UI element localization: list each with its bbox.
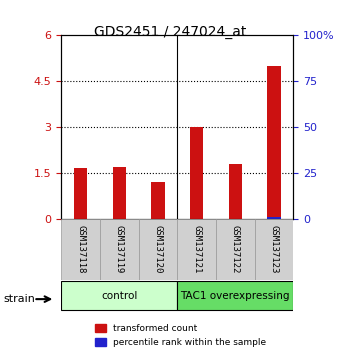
FancyBboxPatch shape bbox=[177, 281, 293, 310]
Bar bbox=[113, 167, 126, 219]
Text: GSM137122: GSM137122 bbox=[231, 225, 240, 274]
Text: strain: strain bbox=[3, 294, 35, 304]
Text: GSM137118: GSM137118 bbox=[76, 225, 85, 274]
Bar bbox=[267, 66, 281, 219]
Text: GSM137119: GSM137119 bbox=[115, 225, 124, 274]
Text: GSM137120: GSM137120 bbox=[153, 225, 163, 274]
FancyBboxPatch shape bbox=[216, 219, 255, 280]
FancyBboxPatch shape bbox=[61, 219, 100, 280]
FancyBboxPatch shape bbox=[255, 219, 293, 280]
Bar bbox=[190, 127, 204, 219]
Legend: transformed count, percentile rank within the sample: transformed count, percentile rank withi… bbox=[92, 321, 269, 349]
Bar bbox=[267, 217, 281, 219]
Text: control: control bbox=[101, 291, 137, 301]
Text: TAC1 overexpressing: TAC1 overexpressing bbox=[180, 291, 290, 301]
FancyBboxPatch shape bbox=[100, 219, 139, 280]
Text: GSM137123: GSM137123 bbox=[269, 225, 279, 274]
FancyBboxPatch shape bbox=[177, 219, 216, 280]
FancyBboxPatch shape bbox=[61, 281, 177, 310]
Text: GDS2451 / 247024_at: GDS2451 / 247024_at bbox=[94, 25, 247, 39]
FancyBboxPatch shape bbox=[139, 219, 177, 280]
Bar bbox=[74, 168, 87, 219]
Bar bbox=[228, 164, 242, 219]
Bar bbox=[151, 182, 165, 219]
Text: GSM137121: GSM137121 bbox=[192, 225, 201, 274]
